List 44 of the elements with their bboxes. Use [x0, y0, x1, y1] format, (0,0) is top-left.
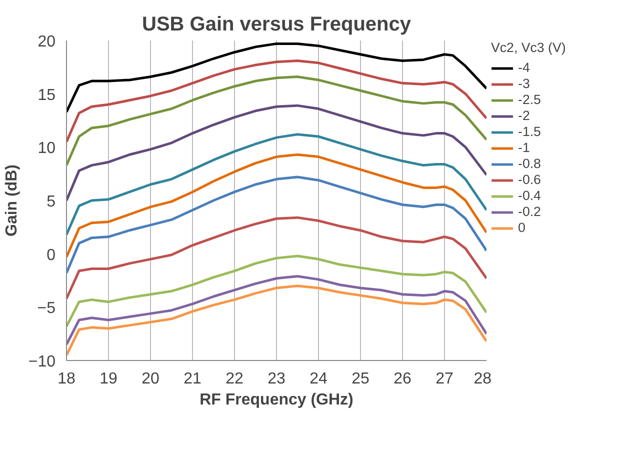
- x-tick-label: 25: [352, 370, 370, 388]
- y-tick-label: 20: [38, 34, 56, 50]
- legend-label: -0.8: [518, 156, 541, 171]
- legend-label: 0: [518, 220, 526, 235]
- y-tick-label: −5: [37, 300, 56, 318]
- line-series: [66, 76, 486, 167]
- x-axis-title: RF Frequency (GHz): [200, 392, 354, 408]
- line-series: [66, 284, 486, 356]
- x-tick-label: 27: [436, 370, 454, 388]
- x-tick-label: 21: [184, 370, 202, 388]
- y-tick-label: 10: [38, 140, 56, 158]
- line-series: [66, 104, 486, 202]
- line-series: [66, 254, 486, 328]
- y-tick-label: 5: [46, 194, 56, 210]
- y-tick-label: 15: [38, 86, 56, 104]
- legend-label: -2: [518, 108, 531, 123]
- legend-label: -2.5: [518, 92, 541, 107]
- chart-title: USB Gain versus Frequency: [142, 14, 412, 36]
- legend-label: -0.6: [518, 172, 541, 187]
- legend-title: Vc2, Vc3 (V): [491, 40, 566, 55]
- y-tick-label: 0: [46, 246, 56, 264]
- legend-label: -1: [518, 140, 531, 155]
- x-tick-label: 26: [394, 370, 412, 388]
- x-tick-label: 28: [474, 370, 492, 388]
- line-series: [66, 176, 486, 274]
- y-axis-title: Gain (dB): [3, 164, 20, 236]
- x-tick-label: 20: [142, 370, 160, 388]
- line-series: [66, 274, 486, 346]
- legend-label: -4: [518, 60, 531, 75]
- x-tick-label: 18: [58, 370, 76, 388]
- line-series: [66, 42, 486, 114]
- line-series: [66, 216, 486, 300]
- legend-label: -1.5: [518, 124, 541, 139]
- line-series: [66, 133, 486, 236]
- legend-label: -0.2: [518, 204, 541, 219]
- legend-label: -0.4: [518, 188, 541, 203]
- line-series: [66, 153, 486, 258]
- x-tick-label: 22: [226, 370, 244, 388]
- legend-label: -3: [518, 76, 531, 91]
- x-tick-label: 23: [268, 370, 286, 388]
- y-tick-label: −10: [28, 354, 56, 370]
- x-tick-label: 19: [100, 370, 118, 388]
- x-tick-label: 24: [310, 370, 328, 388]
- line-series: [66, 60, 486, 144]
